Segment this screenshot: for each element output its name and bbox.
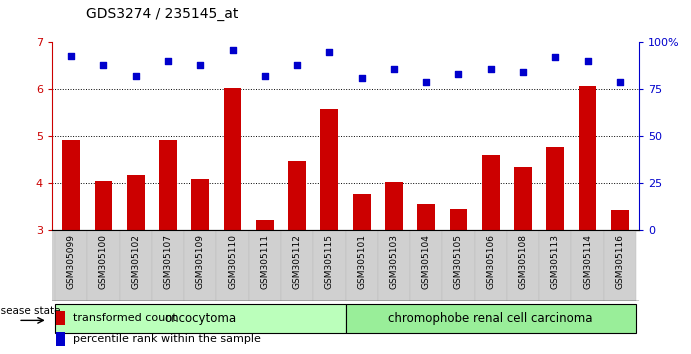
Bar	[482, 155, 500, 230]
Point	[582, 58, 593, 64]
Bar	[578, 86, 596, 230]
Bar	[191, 178, 209, 230]
Point	[453, 72, 464, 77]
Text: GDS3274 / 235145_at: GDS3274 / 235145_at	[86, 7, 239, 21]
Bar	[152, 230, 184, 301]
FancyBboxPatch shape	[55, 304, 346, 333]
Point	[356, 75, 367, 81]
Text: GSM305109: GSM305109	[196, 234, 205, 289]
Bar	[256, 220, 274, 230]
Bar	[62, 140, 80, 230]
Point	[227, 47, 238, 53]
Text: GSM305115: GSM305115	[325, 234, 334, 289]
Text: GSM305099: GSM305099	[67, 234, 76, 289]
Point	[324, 49, 335, 55]
Point	[421, 79, 432, 85]
Point	[292, 62, 303, 68]
Text: GSM305107: GSM305107	[164, 234, 173, 289]
Bar	[224, 88, 241, 230]
Point	[98, 62, 109, 68]
Text: GSM305103: GSM305103	[390, 234, 399, 289]
Text: disease state: disease state	[0, 306, 61, 316]
Point	[66, 53, 77, 58]
Text: GSM305111: GSM305111	[261, 234, 269, 289]
Bar	[507, 230, 539, 301]
Bar	[353, 194, 370, 230]
Text: GSM305116: GSM305116	[615, 234, 624, 289]
Bar	[571, 230, 604, 301]
Point	[388, 66, 399, 72]
Text: GSM305114: GSM305114	[583, 234, 592, 289]
Point	[550, 55, 561, 60]
Text: GSM305101: GSM305101	[357, 234, 366, 289]
Bar	[95, 181, 113, 230]
Point	[485, 66, 496, 72]
Text: GSM305102: GSM305102	[131, 234, 140, 289]
Text: percentile rank within the sample: percentile rank within the sample	[73, 334, 261, 344]
Bar	[442, 230, 475, 301]
Text: GSM305106: GSM305106	[486, 234, 495, 289]
Text: GSM305108: GSM305108	[518, 234, 527, 289]
Bar	[378, 230, 410, 301]
Bar	[547, 147, 564, 230]
Bar	[313, 230, 346, 301]
Text: GSM305110: GSM305110	[228, 234, 237, 289]
Bar	[611, 210, 629, 230]
Bar	[249, 230, 281, 301]
Point	[130, 73, 141, 79]
Bar	[216, 230, 249, 301]
Bar	[450, 209, 467, 230]
Point	[195, 62, 206, 68]
Point	[162, 58, 173, 64]
Bar	[288, 161, 306, 230]
Point	[259, 73, 270, 79]
Text: GSM305105: GSM305105	[454, 234, 463, 289]
Bar	[514, 167, 532, 230]
Bar	[385, 182, 403, 230]
Bar	[55, 230, 87, 301]
Bar	[475, 230, 507, 301]
Bar	[321, 109, 338, 230]
Bar	[55, 332, 65, 346]
Bar	[120, 230, 152, 301]
Bar	[184, 230, 216, 301]
Text: GSM305104: GSM305104	[422, 234, 430, 289]
Bar	[127, 175, 144, 230]
Bar	[159, 140, 177, 230]
Text: chromophobe renal cell carcinoma: chromophobe renal cell carcinoma	[388, 312, 593, 325]
FancyBboxPatch shape	[346, 304, 636, 333]
Text: GSM305113: GSM305113	[551, 234, 560, 289]
Bar	[604, 230, 636, 301]
Bar	[87, 230, 120, 301]
Bar	[281, 230, 313, 301]
Text: GSM305112: GSM305112	[292, 234, 301, 289]
Text: GSM305100: GSM305100	[99, 234, 108, 289]
Text: oncocytoma: oncocytoma	[164, 312, 236, 325]
Point	[518, 70, 529, 75]
Bar	[55, 312, 65, 325]
Point	[614, 79, 625, 85]
Bar	[539, 230, 571, 301]
Text: transformed count: transformed count	[73, 313, 176, 323]
Bar	[346, 230, 378, 301]
Bar	[410, 230, 442, 301]
Bar	[417, 204, 435, 230]
